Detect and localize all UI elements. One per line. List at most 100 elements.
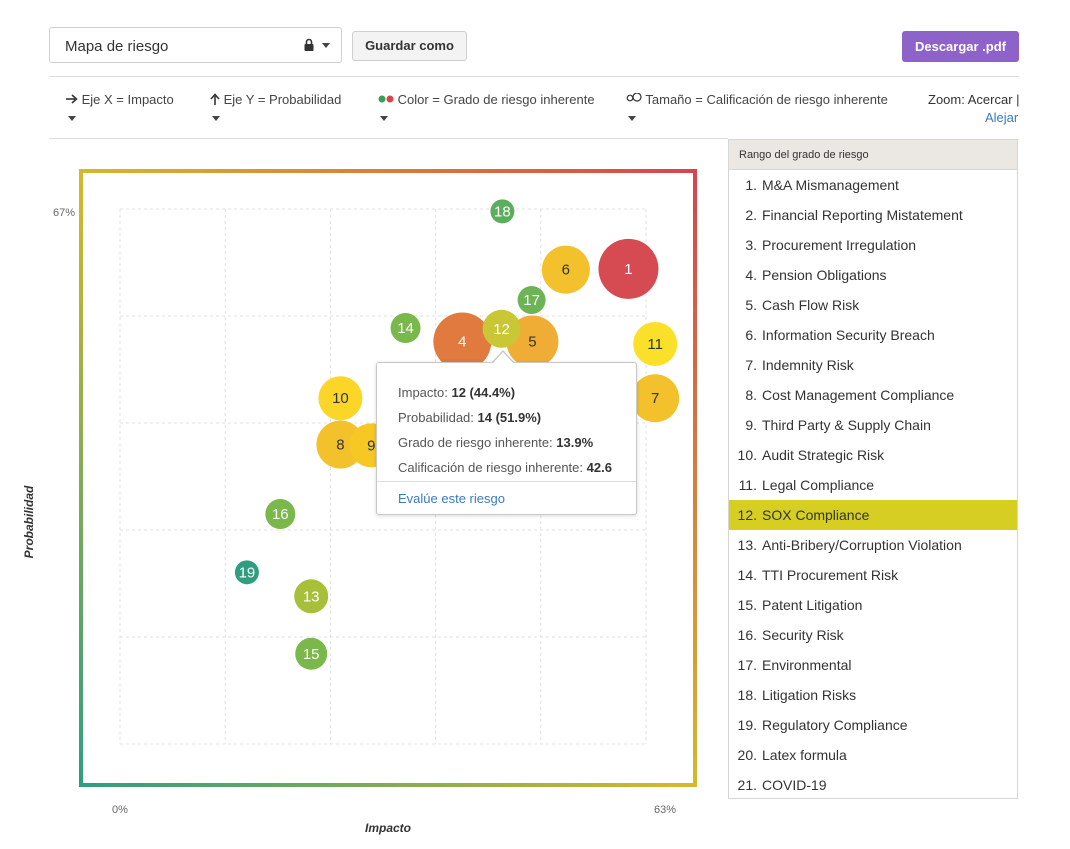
risk-list-item[interactable]: 2. Financial Reporting Mistatement xyxy=(729,200,1017,230)
risk-list-number: 16. xyxy=(737,627,757,643)
y-axis-title: Probabilidad xyxy=(22,485,36,558)
risk-list-number: 3. xyxy=(745,237,757,253)
bubble-circle xyxy=(295,637,328,670)
risk-list-number: 12. xyxy=(737,507,757,523)
risk-list-number: 1. xyxy=(745,177,757,193)
risk-list-name: Cash Flow Risk xyxy=(762,297,860,313)
bubble-label: 9 xyxy=(367,437,375,454)
risk-list-item[interactable]: 13. Anti-Bribery/Corruption Violation xyxy=(729,530,1017,560)
size-control[interactable]: Tamaño = Calificación de riesgo inherent… xyxy=(626,92,888,121)
risk-bubble-14[interactable]: 14 xyxy=(390,312,421,343)
bubble-circle xyxy=(294,579,329,614)
color-control[interactable]: Color = Grado de riesgo inherente xyxy=(378,92,595,121)
zoom-out-link[interactable]: Alejar xyxy=(985,110,1019,125)
risk-rank-list: Rango del grado de riesgo 1. M&A Mismanag… xyxy=(728,139,1018,799)
y-tick-max: 67% xyxy=(53,207,75,219)
risk-bubble-10[interactable]: 10 xyxy=(318,376,363,421)
risk-list-number: 6. xyxy=(745,327,757,343)
arrow-right-icon xyxy=(66,92,82,107)
risk-list-item[interactable]: 19. Regulatory Compliance xyxy=(729,710,1017,740)
risk-list-name: Information Security Breach xyxy=(762,327,935,343)
risk-list-name: Indemnity Risk xyxy=(762,357,854,373)
risk-bubble-17[interactable]: 17 xyxy=(517,286,546,315)
risk-list-number: 5. xyxy=(745,297,757,313)
bubble-circle xyxy=(598,238,659,299)
risk-list-item[interactable]: 1. M&A Mismanagement xyxy=(729,170,1017,200)
chevron-down-icon xyxy=(628,116,636,121)
risk-list-name: Litigation Risks xyxy=(762,687,857,703)
risk-bubble-18[interactable]: 18 xyxy=(490,199,515,224)
risk-list-item[interactable]: 4. Pension Obligations xyxy=(729,260,1017,290)
risk-list-item[interactable]: 12. SOX Compliance xyxy=(729,500,1017,530)
risk-list-name: Pension Obligations xyxy=(762,267,887,283)
bubble-circle xyxy=(265,499,296,530)
y-axis-control[interactable]: Eje Y = Probabilidad xyxy=(210,92,341,121)
risk-list-item[interactable]: 18. Litigation Risks xyxy=(729,680,1017,710)
save-as-button[interactable]: Guardar como xyxy=(352,31,467,61)
risk-list-item[interactable]: 6. Information Security Breach xyxy=(729,320,1017,350)
divider xyxy=(49,76,1019,77)
tooltip-impacto: Impacto: 12 (44.4%) xyxy=(398,385,516,400)
risk-list-item[interactable]: 20. Latex formula xyxy=(729,740,1017,770)
bubble-label: 8 xyxy=(336,437,344,454)
risk-list-item[interactable]: 3. Procurement Irregulation xyxy=(729,230,1017,260)
risk-list-name: Procurement Irregulation xyxy=(762,237,917,253)
bubble-label: 12 xyxy=(493,321,510,338)
risk-list-name: Anti-Bribery/Corruption Violation xyxy=(762,537,962,553)
risk-list-item[interactable]: 15. Patent Litigation xyxy=(729,590,1017,620)
chart-grid xyxy=(119,208,647,745)
risk-list-item[interactable]: 17. Environmental xyxy=(729,650,1017,680)
risk-list-item[interactable]: 9. Third Party & Supply Chain xyxy=(729,410,1017,440)
risk-bubble-11[interactable]: 11 xyxy=(633,321,678,366)
zoom-in-link[interactable]: Acercar xyxy=(967,92,1013,107)
bubble-label: 7 xyxy=(651,390,659,407)
risk-list-number: 13. xyxy=(737,537,757,553)
risk-list-item[interactable]: 16. Security Risk xyxy=(729,620,1017,650)
risk-list-name: M&A Mismanagement xyxy=(762,177,899,193)
risk-bubble-6[interactable]: 6 xyxy=(541,245,590,294)
lock-icon xyxy=(303,38,315,57)
risk-list-item[interactable]: 8. Cost Management Compliance xyxy=(729,380,1017,410)
bubble-label: 10 xyxy=(332,390,349,407)
risk-bubble-15[interactable]: 15 xyxy=(295,637,328,670)
risk-bubble-7[interactable]: 7 xyxy=(631,374,680,423)
risk-bubble-1[interactable]: 1 xyxy=(598,238,659,299)
chevron-down-icon xyxy=(212,116,220,121)
risk-bubble-4[interactable]: 4 xyxy=(433,312,492,371)
bubble-circle xyxy=(517,286,546,315)
risk-bubble-16[interactable]: 16 xyxy=(265,499,296,530)
risk-bubble-19[interactable]: 19 xyxy=(234,560,259,585)
bubble-label: 17 xyxy=(523,292,540,309)
risk-bubble-13[interactable]: 13 xyxy=(294,579,329,614)
chevron-down-icon xyxy=(380,116,388,121)
risk-list-item[interactable]: 11. Legal Compliance xyxy=(729,470,1017,500)
size-circles-icon xyxy=(626,92,645,107)
risk-bubble-12[interactable]: 12 xyxy=(482,309,521,348)
risk-list-name: Cost Management Compliance xyxy=(762,387,955,403)
risk-list-item[interactable]: 14. TTI Procurement Risk xyxy=(729,560,1017,590)
risk-list-item[interactable]: 21. COVID-19 xyxy=(729,770,1017,800)
map-select[interactable]: Mapa de riesgo xyxy=(49,27,342,63)
risk-list-item[interactable]: 7. Indemnity Risk xyxy=(729,350,1017,380)
bubble-circle xyxy=(318,376,363,421)
risk-list-number: 7. xyxy=(745,357,757,373)
risk-list-name: Regulatory Compliance xyxy=(762,717,908,733)
bubble-circle xyxy=(631,374,680,423)
tooltip-arrow-fill xyxy=(493,352,513,363)
bubble-label: 19 xyxy=(239,564,256,581)
risk-list-number: 8. xyxy=(745,387,757,403)
risk-list-item[interactable]: 5. Cash Flow Risk xyxy=(729,290,1017,320)
download-pdf-button[interactable]: Descargar .pdf xyxy=(902,31,1019,62)
risk-list-item[interactable]: 10. Audit Strategic Risk xyxy=(729,440,1017,470)
bubble-circle xyxy=(390,312,421,343)
tooltip-calificacion: Calificación de riesgo inherente: 42.6 xyxy=(398,460,612,475)
risk-list-number: 21. xyxy=(737,777,757,793)
risk-list-number: 14. xyxy=(737,567,757,583)
evaluate-risk-link[interactable]: Evalúe este riesgo xyxy=(398,491,505,506)
x-axis-control[interactable]: Eje X = Impacto xyxy=(66,92,174,121)
size-label: Tamaño = Calificación de riesgo inherent… xyxy=(645,92,888,107)
risk-list-name: Financial Reporting Mistatement xyxy=(762,207,963,223)
bubble-label: 11 xyxy=(647,336,663,353)
risk-list-name: Security Risk xyxy=(762,627,844,643)
